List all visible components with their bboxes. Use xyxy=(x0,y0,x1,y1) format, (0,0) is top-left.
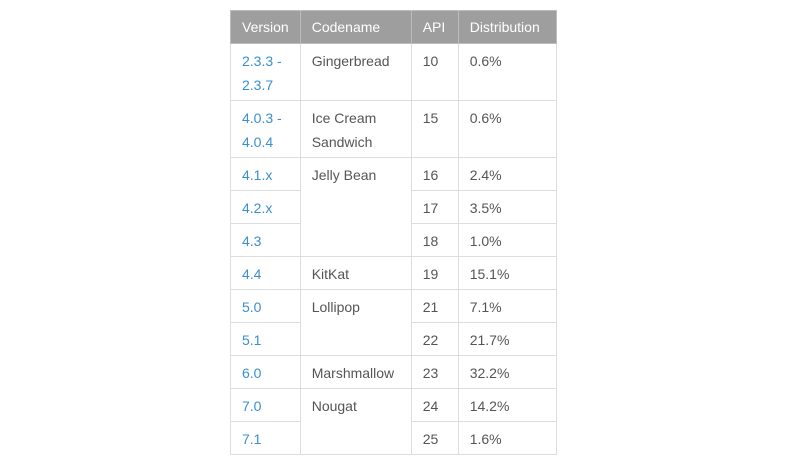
distribution-cell: 0.6% xyxy=(457,43,557,101)
table-row: 4.0.3 - 4.0.4 Ice Cream Sandwich 15 0.6% xyxy=(230,100,557,158)
version-cell: 4.4 xyxy=(230,256,301,290)
table-row: 4.3 18 1.0% xyxy=(230,223,557,257)
version-cell: 2.3.3 - 2.3.7 xyxy=(230,43,301,101)
distribution-cell: 1.0% xyxy=(457,223,557,257)
api-cell: 18 xyxy=(410,223,459,257)
api-cell: 16 xyxy=(410,157,459,191)
api-cell: 15 xyxy=(410,100,459,158)
version-link[interactable]: 4.0.3 - 4.0.4 xyxy=(242,110,282,150)
header-distribution: Distribution xyxy=(457,10,557,44)
version-cell: 7.1 xyxy=(230,421,301,455)
version-cell: 5.1 xyxy=(230,322,301,356)
version-link[interactable]: 7.0 xyxy=(242,398,262,414)
codename-cell: Ice Cream Sandwich xyxy=(299,100,412,158)
distribution-cell: 14.2% xyxy=(457,388,557,422)
table-row: 7.0 Nougat 24 14.2% xyxy=(230,388,557,455)
table-row: 2.3.3 - 2.3.7 Gingerbread 10 0.6% xyxy=(230,43,557,101)
distribution-cell: 1.6% xyxy=(457,421,557,455)
api-cell: 25 xyxy=(410,421,459,455)
table-row: 7.1 25 1.6% xyxy=(230,421,557,455)
header-api: API xyxy=(410,10,459,44)
distribution-cell: 15.1% xyxy=(457,256,557,290)
version-cell: 4.0.3 - 4.0.4 xyxy=(230,100,301,158)
codename-cell: KitKat xyxy=(299,256,412,290)
distribution-cell: 7.1% xyxy=(457,289,557,323)
version-link[interactable]: 4.1.x xyxy=(242,167,273,183)
distribution-cell: 3.5% xyxy=(457,190,557,224)
codename-cell: Lollipop xyxy=(299,289,412,356)
version-cell: 7.0 xyxy=(230,388,301,422)
distribution-cell: 0.6% xyxy=(457,100,557,158)
codename-cell: Nougat xyxy=(299,388,412,455)
api-cell: 17 xyxy=(410,190,459,224)
version-link[interactable]: 5.0 xyxy=(242,299,262,315)
distribution-table: Version Codename API Distribution 2.3.3 … xyxy=(230,10,557,455)
api-cell: 24 xyxy=(410,388,459,422)
version-link[interactable]: 4.4 xyxy=(242,266,262,282)
version-link[interactable]: 5.1 xyxy=(242,332,262,348)
table-row: 5.1 22 21.7% xyxy=(230,322,557,356)
codename-cell: Jelly Bean xyxy=(299,157,412,257)
codename-cell: Marshmallow xyxy=(299,355,412,389)
version-cell: 6.0 xyxy=(230,355,301,389)
api-cell: 22 xyxy=(410,322,459,356)
version-link[interactable]: 4.3 xyxy=(242,233,262,249)
distribution-cell: 32.2% xyxy=(457,355,557,389)
api-cell: 10 xyxy=(410,43,459,101)
version-link[interactable]: 4.2.x xyxy=(242,200,273,216)
version-cell: 4.1.x xyxy=(230,157,301,191)
version-cell: 5.0 xyxy=(230,289,301,323)
table-row: 5.0 Lollipop 21 7.1% xyxy=(230,289,557,356)
version-line: 4.0.3 - xyxy=(242,110,282,126)
header-codename: Codename xyxy=(299,10,412,44)
codename-cell: Gingerbread xyxy=(299,43,412,101)
api-cell: 19 xyxy=(410,256,459,290)
codename-line: Ice Cream xyxy=(311,110,377,126)
codename-line: Sandwich xyxy=(311,134,373,150)
table-row: 4.1.x Jelly Bean 16 2.4% xyxy=(230,157,557,257)
version-line: 2.3.7 xyxy=(242,77,274,93)
table-header-row: Version Codename API Distribution xyxy=(230,10,557,44)
distribution-cell: 2.4% xyxy=(457,157,557,191)
version-cell: 4.2.x xyxy=(230,190,301,224)
api-cell: 21 xyxy=(410,289,459,323)
distribution-cell: 21.7% xyxy=(457,322,557,356)
api-cell: 23 xyxy=(410,355,459,389)
table-row: 4.2.x 17 3.5% xyxy=(230,190,557,224)
version-line: 2.3.3 - xyxy=(242,53,282,69)
version-link[interactable]: 7.1 xyxy=(242,431,262,447)
version-line: 4.0.4 xyxy=(242,134,274,150)
version-cell: 4.3 xyxy=(230,223,301,257)
header-version: Version xyxy=(230,10,301,44)
table-row: 4.4 KitKat 19 15.1% xyxy=(230,256,557,290)
table-row: 6.0 Marshmallow 23 32.2% xyxy=(230,355,557,389)
version-link[interactable]: 2.3.3 - 2.3.7 xyxy=(242,53,282,93)
version-link[interactable]: 6.0 xyxy=(242,365,262,381)
